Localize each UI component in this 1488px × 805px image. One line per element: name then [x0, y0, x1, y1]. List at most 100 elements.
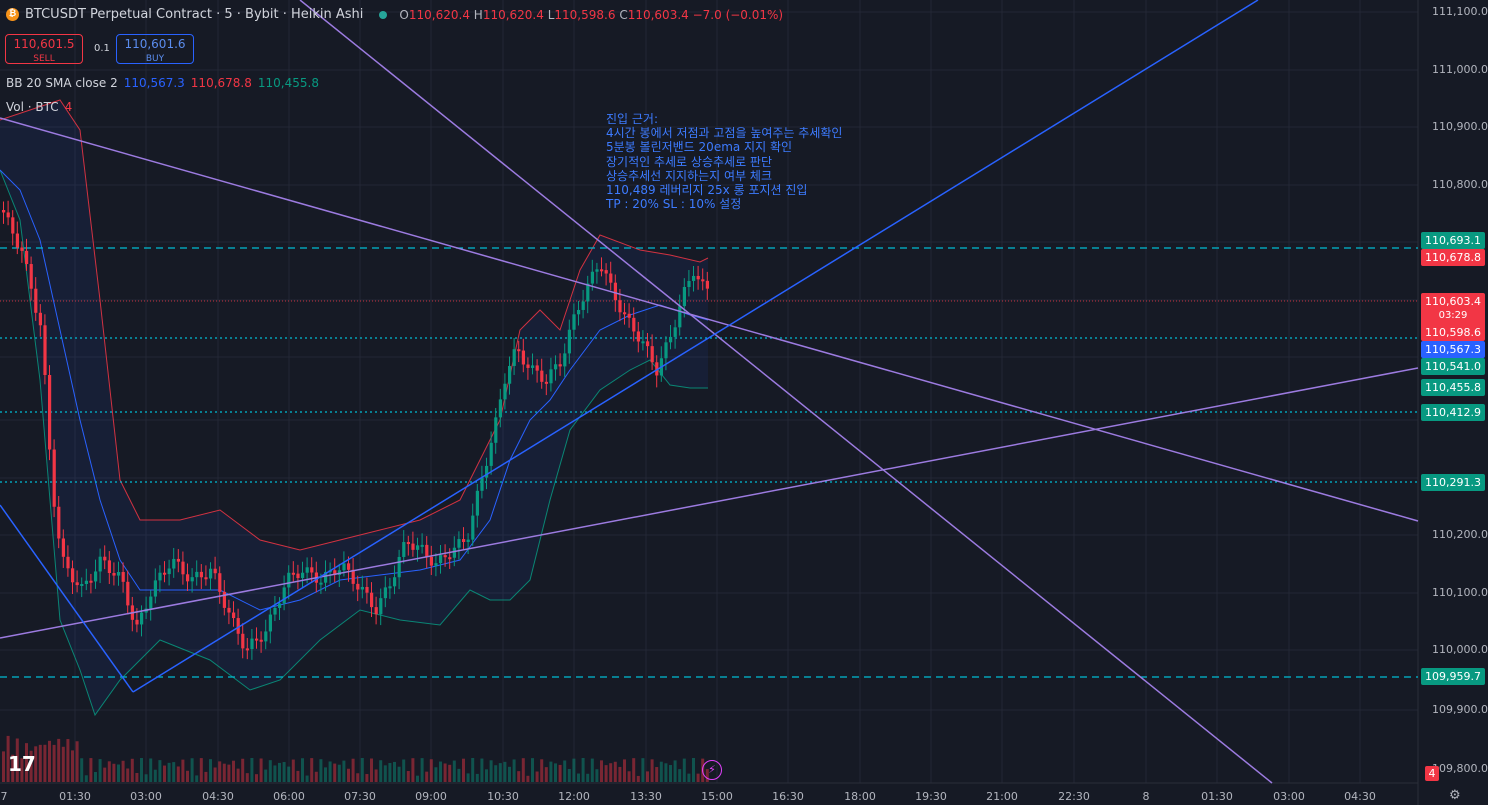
candle-body: [117, 572, 121, 576]
trade-note[interactable]: 진입 근거: 4시간 봉에서 저점과 고점을 높여주는 추세확인 5분봉 볼린저…: [606, 112, 842, 211]
symbol-header[interactable]: ₿ BTCUSDT Perpetual Contract · 5 · Bybit…: [6, 7, 783, 22]
volume-bar: [29, 750, 33, 782]
level-tag[interactable]: 110,412.9: [1421, 404, 1485, 421]
bb-legend[interactable]: BB 20 SMA close 2 110,567.3 110,678.8 11…: [6, 76, 319, 90]
candle-body: [572, 314, 576, 330]
candle-body: [475, 490, 479, 516]
candle-body: [411, 543, 415, 550]
volume-bar: [333, 763, 337, 782]
candle-body: [678, 306, 682, 328]
candle-body: [190, 577, 194, 582]
candle-body: [342, 563, 346, 571]
volume-bar: [632, 758, 636, 782]
candle-body: [457, 539, 461, 548]
price-label: 110,000.0: [1432, 643, 1488, 656]
bitcoin-icon: ₿: [6, 8, 19, 21]
volume-bar: [52, 744, 56, 782]
candle-body: [273, 607, 277, 615]
candle-body: [692, 275, 696, 281]
volume-bar: [347, 768, 350, 782]
volume-bar: [485, 769, 488, 782]
volume-bar: [130, 758, 134, 782]
candle-body: [521, 350, 525, 365]
bb-upper-line: [0, 99, 709, 551]
volume-bar: [687, 773, 691, 782]
candle-body: [609, 273, 613, 283]
volume-bar: [406, 771, 410, 782]
candle-body: [11, 217, 15, 234]
volume-bar: [549, 761, 553, 782]
candle-body: [563, 353, 567, 367]
volume-bar: [558, 764, 562, 782]
bb-lower-line: [0, 169, 708, 717]
volume-bar: [103, 767, 107, 782]
volume-bar: [232, 760, 235, 782]
sell-price: 110,601.5: [13, 37, 75, 51]
level-tag[interactable]: 110,541.0: [1421, 358, 1485, 375]
volume-bar: [554, 763, 557, 782]
candle-body: [181, 561, 185, 575]
candle-body: [646, 341, 650, 347]
candle-body: [429, 556, 433, 566]
level-tag[interactable]: 110,291.3: [1421, 474, 1485, 491]
volume-bar: [613, 761, 617, 782]
candle-body: [287, 572, 291, 588]
candle-body: [38, 312, 42, 326]
time-label: 03:00: [1273, 790, 1305, 803]
volume-bar: [604, 765, 608, 782]
candle-body: [25, 250, 29, 265]
candle-body: [319, 582, 323, 585]
price-label: 110,900.0: [1432, 120, 1488, 133]
candle-body: [282, 587, 286, 604]
volume-bar: [278, 762, 281, 782]
candle-body: [558, 364, 562, 367]
candle-body: [89, 580, 93, 583]
sell-button[interactable]: 110,601.5 SELL: [5, 34, 83, 64]
heikin-ashi-candles: [2, 200, 709, 660]
candle-body: [549, 369, 553, 384]
volume-bar: [172, 762, 176, 782]
volume-bar: [158, 760, 162, 782]
level-tag[interactable]: 109,959.7: [1421, 668, 1485, 685]
candle-body: [448, 557, 452, 560]
candle-body: [397, 556, 401, 578]
candle-body: [250, 638, 254, 650]
volume-bar: [250, 758, 254, 782]
symbol-title[interactable]: BTCUSDT Perpetual Contract · 5 · Bybit ·…: [25, 7, 364, 22]
candle-body: [112, 572, 116, 576]
volume-legend[interactable]: Vol · BTC 4: [6, 100, 72, 114]
candle-body: [61, 538, 65, 557]
candle-body: [48, 375, 52, 450]
candle-body: [416, 545, 420, 550]
time-label: 09:00: [415, 790, 447, 803]
candle-body: [590, 271, 594, 284]
candle-body: [526, 364, 530, 368]
candle-body: [535, 365, 539, 371]
level-tag[interactable]: 110,693.1: [1421, 232, 1485, 249]
settings-icon[interactable]: ⚙: [1449, 788, 1461, 803]
candle-body: [650, 346, 654, 363]
volume-bar: [623, 759, 626, 782]
volume-bar: [287, 766, 291, 782]
volume-bar: [314, 771, 318, 782]
time-label: 18:00: [844, 790, 876, 803]
note-line: 진입 근거:: [606, 112, 659, 126]
volume-bar: [609, 763, 613, 782]
candle-body: [43, 325, 47, 376]
volume-bar: [181, 759, 185, 782]
volume-bar: [186, 770, 189, 782]
buy-button[interactable]: 110,601.6 BUY: [116, 34, 194, 64]
candle-body: [687, 280, 691, 288]
volume-bar: [669, 765, 672, 782]
time-label: 8: [1142, 790, 1150, 803]
candle-body: [682, 287, 686, 307]
volume-bar: [98, 759, 102, 782]
tradingview-logo-icon[interactable]: 17: [8, 752, 36, 776]
flash-icon[interactable]: ⚡: [702, 760, 722, 780]
volume-bar: [466, 773, 470, 782]
volume-bar: [20, 758, 24, 782]
candle-body: [388, 586, 392, 589]
candle-body: [701, 279, 705, 282]
bb-lower-tag: 110,455.8: [1421, 379, 1485, 396]
